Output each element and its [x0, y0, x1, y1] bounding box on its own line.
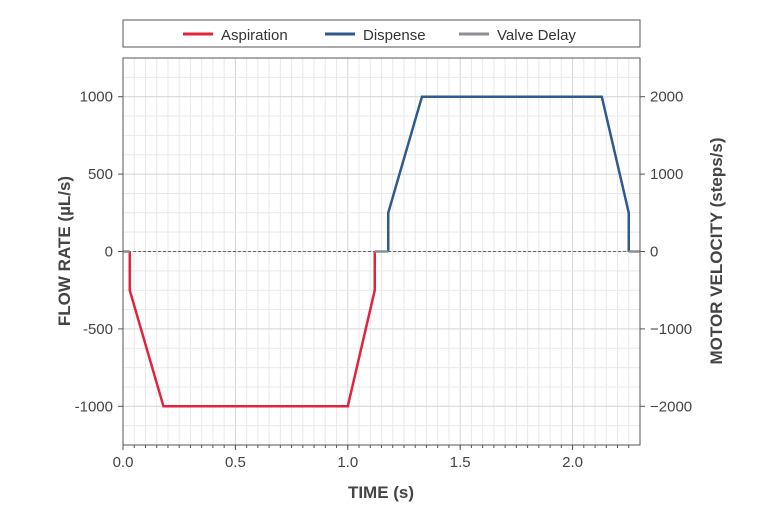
legend-label-dispense: Dispense: [363, 27, 426, 44]
y2-tick-label: 1000: [650, 166, 683, 183]
legend-label-valve-delay: Valve Delay: [497, 27, 576, 44]
x-tick-label: 0.5: [225, 454, 246, 471]
y2-tick-label: 2000: [650, 89, 683, 106]
y-tick-label: -500: [83, 321, 113, 338]
x-tick-label: 1.5: [450, 454, 471, 471]
ticks: 0.0 0.5 1.0 1.5 2.0 1000 500 0 -500 -1000 2000 1000…: [75, 89, 693, 471]
series-group: [123, 95, 640, 408]
x-tick-label: 0.0: [113, 454, 134, 471]
legend: Aspiration Dispense Valve Delay: [122, 19, 641, 48]
y-tick-label: 1000: [80, 89, 113, 106]
legend-label-aspiration: Aspiration: [221, 27, 288, 44]
x-tick-label: 1.0: [337, 454, 358, 471]
y2-axis-title: MOTOR VELOCITY (steps/s): [707, 137, 726, 364]
y2-tick-label: −2000: [650, 398, 692, 415]
y2-tick-label: −1000: [650, 321, 692, 338]
y2-tick-label: 0: [650, 244, 658, 261]
x-axis-title: TIME (s): [348, 483, 414, 502]
y-tick-label: 0: [105, 244, 113, 261]
y-tick-label: -1000: [75, 398, 113, 415]
series-line-dispense: [386, 95, 631, 252]
y-axis-title: FLOW RATE (µL/s): [55, 176, 74, 326]
y-tick-label: 500: [88, 166, 113, 183]
x-tick-label: 2.0: [562, 454, 583, 471]
series-line-aspiration: [128, 251, 377, 408]
